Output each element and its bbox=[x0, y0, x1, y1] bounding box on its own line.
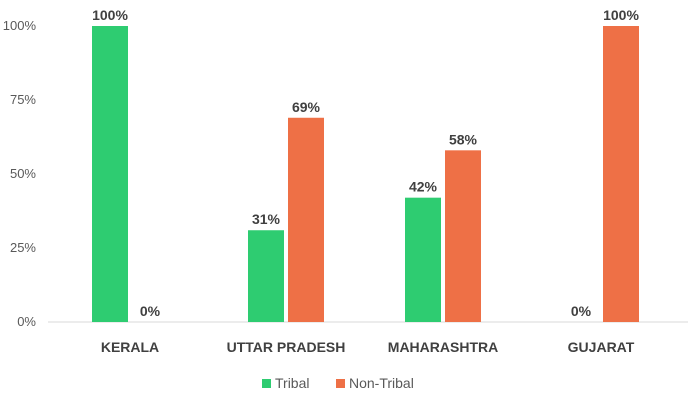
data-label: 42% bbox=[409, 179, 438, 195]
bar-non-tribal bbox=[603, 26, 639, 322]
bars-layer bbox=[92, 26, 639, 322]
data-label: 31% bbox=[252, 211, 281, 227]
y-tick-label: 0% bbox=[17, 314, 36, 329]
legend-swatch bbox=[262, 379, 271, 388]
data-label: 69% bbox=[292, 99, 321, 115]
data-label: 100% bbox=[603, 7, 639, 23]
bar-tribal bbox=[248, 230, 284, 322]
y-tick-label: 25% bbox=[10, 240, 36, 255]
bar-non-tribal bbox=[445, 150, 481, 322]
bar-tribal bbox=[405, 197, 441, 322]
data-label: 0% bbox=[140, 303, 161, 319]
legend-swatch bbox=[336, 379, 345, 388]
x-category-label: UTTAR PRADESH bbox=[227, 339, 346, 355]
x-category-label: MAHARASHTRA bbox=[388, 339, 498, 355]
bar-tribal bbox=[92, 26, 128, 322]
y-tick-label: 75% bbox=[10, 92, 36, 107]
data-labels-layer: 100% 31% 42% 0% 0% 69% 58% 100% bbox=[92, 7, 639, 319]
x-category-label: GUJARAT bbox=[568, 339, 635, 355]
y-tick-label: 100% bbox=[3, 18, 37, 33]
y-tick-label: 50% bbox=[10, 166, 36, 181]
x-category-label: KERALA bbox=[101, 339, 159, 355]
data-label: 0% bbox=[571, 303, 592, 319]
axis-layer: 0% 25% 50% 75% 100% KERALA UTTAR PRADESH MAHARA… bbox=[3, 18, 688, 355]
legend-label: Non-Tribal bbox=[349, 375, 414, 391]
legend-label: Tribal bbox=[275, 375, 310, 391]
data-label: 100% bbox=[92, 7, 128, 23]
bar-non-tribal bbox=[288, 117, 324, 322]
legend: Tribal Non-Tribal bbox=[262, 375, 414, 391]
data-label: 58% bbox=[449, 131, 478, 147]
